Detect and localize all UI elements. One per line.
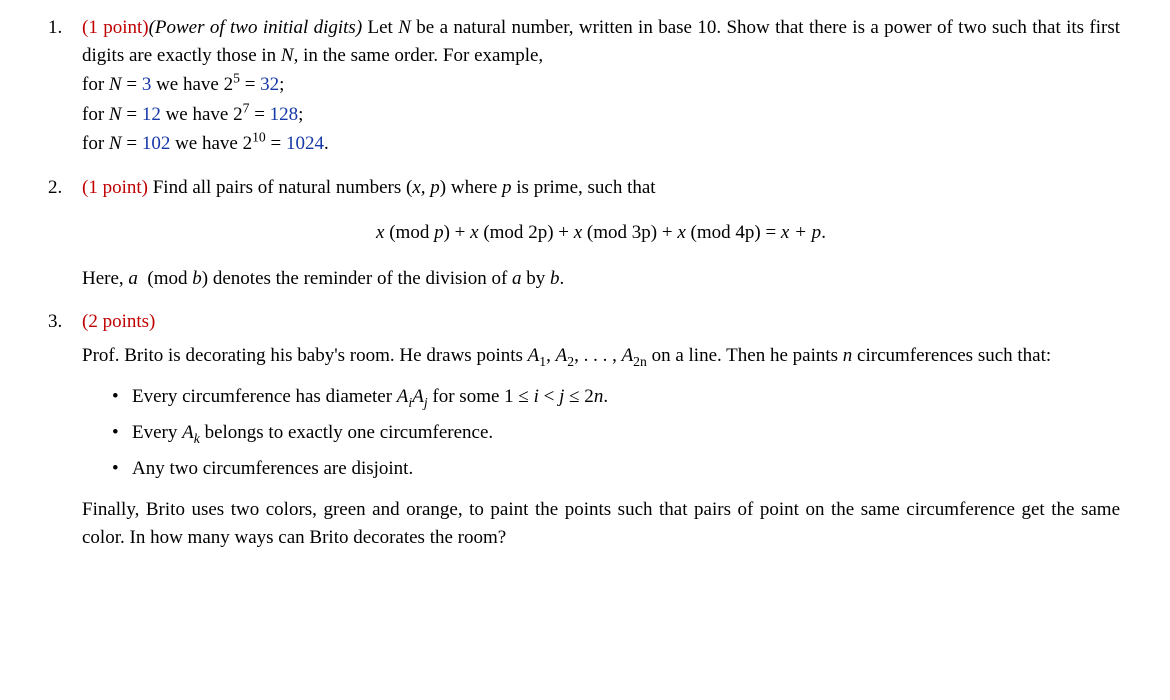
problem-3: 3. (2 points) Prof. Brito is decorating … [48,308,1120,551]
problem-1-title: (Power of two initial digits) [149,17,363,38]
problem-3-points-line: (2 points) [82,308,1120,336]
problem-2-body: (1 point) Find all pairs of natural numb… [82,174,1120,293]
problem-3-para-1: Prof. Brito is decorating his baby's roo… [82,342,1120,370]
problem-3-para-2: Finally, Brito uses two colors, green an… [82,496,1120,551]
problem-1-example-3: for N = 102 we have 210 = 1024. [82,130,1120,158]
problem-3-number: 3. [48,308,82,551]
problem-1-number: 1. [48,14,82,158]
problem-1-body: (1 point)(Power of two initial digits) L… [82,14,1120,158]
problem-3-points: (2 points) [82,311,155,332]
problem-3-bullets: • Every circumference has diameter AiAj … [112,383,1120,482]
bullet-icon: • [112,455,132,483]
problem-2: 2. (1 point) Find all pairs of natural n… [48,174,1120,293]
problem-1-example-2: for N = 12 we have 27 = 128; [82,101,1120,129]
problem-3-bullet-1: • Every circumference has diameter AiAj … [112,383,1120,411]
problem-2-number: 2. [48,174,82,293]
problem-1-example-1: for N = 3 we have 25 = 32; [82,71,1120,99]
problem-2-note: Here, a (mod b) denotes the reminder of … [82,265,1120,293]
problem-3-bullet-3: • Any two circumferences are disjoint. [112,455,1120,483]
problem-2-statement: (1 point) Find all pairs of natural numb… [82,174,1120,202]
problem-3-body: (2 points) Prof. Brito is decorating his… [82,308,1120,551]
problem-1-statement: (1 point)(Power of two initial digits) L… [82,14,1120,69]
problem-1: 1. (1 point)(Power of two initial digits… [48,14,1120,158]
bullet-icon: • [112,419,132,447]
bullet-icon: • [112,383,132,411]
problem-3-bullet-2: • Every Ak belongs to exactly one circum… [112,419,1120,447]
problem-1-points: (1 point) [82,17,149,38]
problem-2-points: (1 point) [82,177,148,198]
problem-2-equation: x (mod p) + x (mod 2p) + x (mod 3p) + x … [82,219,1120,247]
